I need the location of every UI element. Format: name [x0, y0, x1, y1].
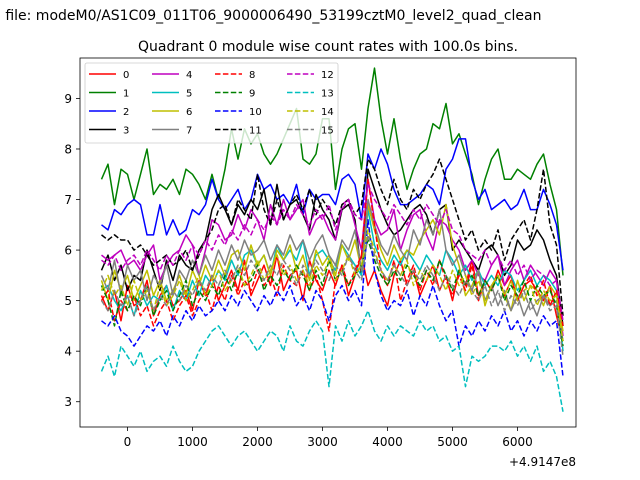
series-line-9 [100, 239, 564, 347]
series-layer [100, 67, 564, 412]
legend-label: 5 [186, 89, 192, 100]
series-line-7 [100, 198, 564, 342]
y-tick-label: 8 [64, 142, 72, 156]
legend-item-2: 2 [89, 107, 129, 118]
series-line-10 [101, 219, 564, 377]
legend-label: 7 [186, 126, 192, 137]
legend-frame [84, 62, 339, 144]
series-line-4 [101, 178, 564, 337]
series-line-15 [100, 234, 564, 357]
series-line-2 [101, 138, 564, 271]
legend-item-7: 7 [152, 126, 192, 137]
legend-item-12: 12 [287, 70, 334, 81]
legend-label: 0 [123, 70, 129, 81]
plot-frame [79, 57, 577, 428]
x-tick-label: 5000 [437, 435, 468, 449]
legend-label: 6 [186, 107, 192, 118]
legend-item-11: 11 [215, 126, 262, 137]
x-tick-label: 6000 [502, 435, 533, 449]
legend-item-1: 1 [89, 89, 129, 100]
series-line-1 [100, 67, 564, 276]
suptitle: n file: modeM0/AS1C09_011T06_9000006490_… [0, 8, 541, 24]
series-line-12 [101, 183, 564, 321]
legend-item-5: 5 [152, 89, 192, 100]
legend-label: 14 [321, 107, 334, 118]
x-offset-text: +4.9147e8 [509, 455, 576, 469]
y-tick-label: 4 [64, 345, 72, 359]
series-line-13 [100, 309, 564, 412]
legend-label: 4 [186, 70, 192, 81]
x-tick-label: 3000 [307, 435, 338, 449]
y-tick-label: 6 [64, 244, 72, 258]
x-tick-label: 4000 [372, 435, 403, 449]
y-tick-label: 9 [64, 92, 72, 106]
x-axis: 0 1000 2000 3000 4000 5000 6000 [124, 427, 533, 449]
legend-label: 2 [123, 107, 129, 118]
legend-label: 9 [249, 89, 255, 100]
legend-item-4: 4 [152, 70, 192, 81]
legend-item-15: 15 [287, 126, 334, 137]
legend-item-6: 6 [152, 107, 192, 118]
legend-label: 11 [249, 126, 262, 137]
x-tick-label: 0 [124, 435, 132, 449]
x-tick-label: 1000 [177, 435, 208, 449]
legend-item-3: 3 [89, 126, 129, 137]
legend-label: 3 [123, 126, 129, 137]
series-line-14 [100, 229, 564, 342]
legend-label: 1 [123, 89, 129, 100]
y-tick-label: 7 [64, 193, 72, 207]
y-tick-label: 5 [64, 294, 72, 308]
legend-label: 8 [249, 70, 255, 81]
legend-label: 13 [321, 89, 334, 100]
y-axis: 3 4 5 6 7 8 9 [64, 92, 80, 409]
chart-title: Quadrant 0 module wise count rates with … [138, 39, 518, 55]
x-tick-label: 2000 [242, 435, 273, 449]
y-tick-label: 3 [64, 395, 72, 409]
legend-item-8: 8 [215, 70, 255, 81]
series-line-3 [100, 168, 564, 326]
series-line-6 [100, 203, 564, 332]
legend-label: 12 [321, 70, 334, 81]
legend-label: 10 [249, 107, 262, 118]
legend-item-10: 10 [215, 107, 262, 118]
legend-item-0: 0 [89, 70, 129, 81]
legend-label: 15 [321, 126, 334, 137]
legend-item-13: 13 [287, 89, 334, 100]
legend-item-14: 14 [287, 107, 334, 118]
legend-item-9: 9 [215, 89, 255, 100]
